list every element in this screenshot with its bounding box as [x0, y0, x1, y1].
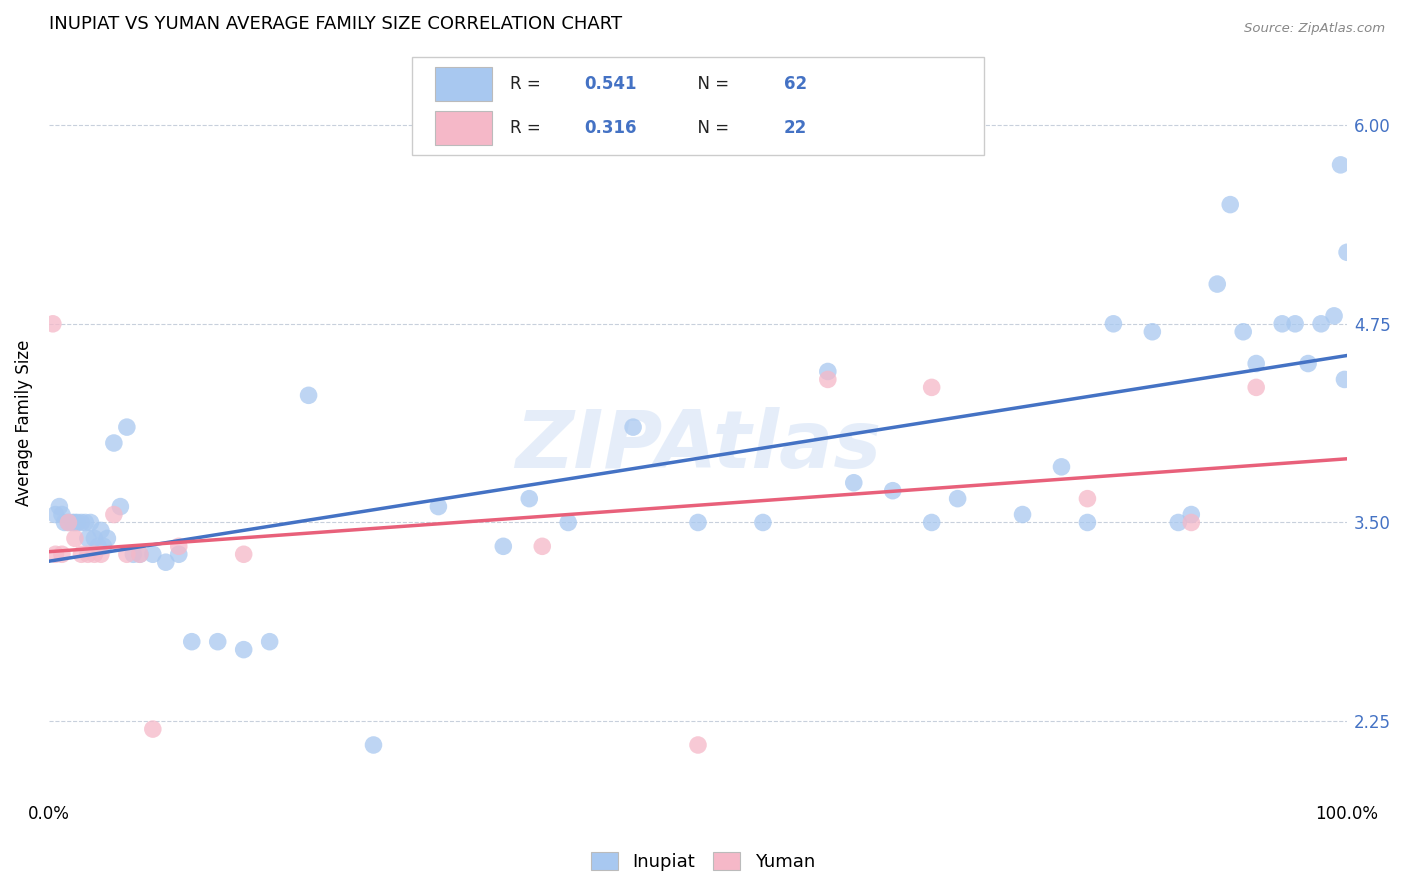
Text: INUPIAT VS YUMAN AVERAGE FAMILY SIZE CORRELATION CHART: INUPIAT VS YUMAN AVERAGE FAMILY SIZE COR…	[49, 15, 621, 33]
Y-axis label: Average Family Size: Average Family Size	[15, 340, 32, 507]
Point	[232, 642, 254, 657]
Point	[1232, 325, 1254, 339]
Point	[155, 555, 177, 569]
Point	[1244, 380, 1267, 394]
Point	[1323, 309, 1346, 323]
Point	[297, 388, 319, 402]
Point	[427, 500, 450, 514]
Point	[207, 634, 229, 648]
Text: Source: ZipAtlas.com: Source: ZipAtlas.com	[1244, 22, 1385, 36]
Point	[363, 738, 385, 752]
Point	[557, 516, 579, 530]
Point	[58, 516, 80, 530]
Point	[115, 547, 138, 561]
Point	[83, 547, 105, 561]
Point	[1180, 516, 1202, 530]
Point	[1310, 317, 1333, 331]
Point	[180, 634, 202, 648]
Point	[83, 532, 105, 546]
Point	[686, 738, 709, 752]
Point	[1333, 372, 1355, 386]
Text: ZIPAtlas: ZIPAtlas	[515, 407, 882, 484]
Point	[686, 516, 709, 530]
Point	[817, 372, 839, 386]
Point	[128, 547, 150, 561]
Point	[93, 539, 115, 553]
Point	[77, 532, 100, 546]
Point	[621, 420, 644, 434]
Point	[1336, 245, 1358, 260]
Point	[921, 516, 943, 530]
Point	[103, 508, 125, 522]
Point	[75, 516, 97, 530]
Point	[60, 516, 83, 530]
Point	[946, 491, 969, 506]
Point	[122, 547, 145, 561]
Point	[142, 722, 165, 736]
Point	[1076, 516, 1098, 530]
Point	[492, 539, 515, 553]
Point	[1271, 317, 1294, 331]
Point	[66, 516, 89, 530]
Point	[90, 524, 112, 538]
Point	[70, 516, 93, 530]
Point	[517, 491, 540, 506]
Point	[1142, 325, 1164, 339]
Point	[48, 500, 70, 514]
Point	[232, 547, 254, 561]
Point	[51, 508, 73, 522]
Point	[115, 420, 138, 434]
Point	[1180, 508, 1202, 522]
Point	[44, 547, 66, 561]
Point	[70, 547, 93, 561]
Point	[58, 516, 80, 530]
Point	[1329, 158, 1351, 172]
Point	[110, 500, 132, 514]
Point	[90, 547, 112, 561]
Point	[1219, 197, 1241, 211]
Point	[51, 547, 73, 561]
Point	[1167, 516, 1189, 530]
Point	[167, 539, 190, 553]
Point	[531, 539, 554, 553]
Point	[1102, 317, 1125, 331]
Point	[63, 516, 86, 530]
Point	[921, 380, 943, 394]
Point	[1296, 357, 1319, 371]
Point	[142, 547, 165, 561]
Point	[77, 547, 100, 561]
Point	[1050, 459, 1073, 474]
Point	[817, 364, 839, 378]
Point	[128, 547, 150, 561]
Point	[882, 483, 904, 498]
Point	[1011, 508, 1033, 522]
Point	[1284, 317, 1306, 331]
Point	[44, 508, 66, 522]
Point	[842, 475, 865, 490]
Point	[53, 516, 76, 530]
Point	[42, 317, 65, 331]
Point	[1206, 277, 1229, 291]
Point	[103, 436, 125, 450]
Point	[259, 634, 281, 648]
Point	[87, 539, 110, 553]
Point	[167, 547, 190, 561]
Point	[1244, 357, 1267, 371]
Point	[63, 532, 86, 546]
Point	[79, 516, 101, 530]
Point	[1076, 491, 1098, 506]
Point	[752, 516, 775, 530]
Point	[96, 532, 118, 546]
Legend: Inupiat, Yuman: Inupiat, Yuman	[583, 845, 823, 879]
